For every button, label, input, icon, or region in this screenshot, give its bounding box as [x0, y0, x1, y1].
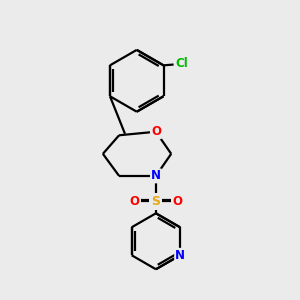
Text: O: O [130, 195, 140, 208]
Text: O: O [151, 125, 161, 138]
Text: N: N [175, 249, 185, 262]
Text: S: S [152, 195, 160, 208]
Text: N: N [151, 169, 161, 182]
Text: Cl: Cl [176, 57, 188, 70]
Text: O: O [172, 195, 182, 208]
